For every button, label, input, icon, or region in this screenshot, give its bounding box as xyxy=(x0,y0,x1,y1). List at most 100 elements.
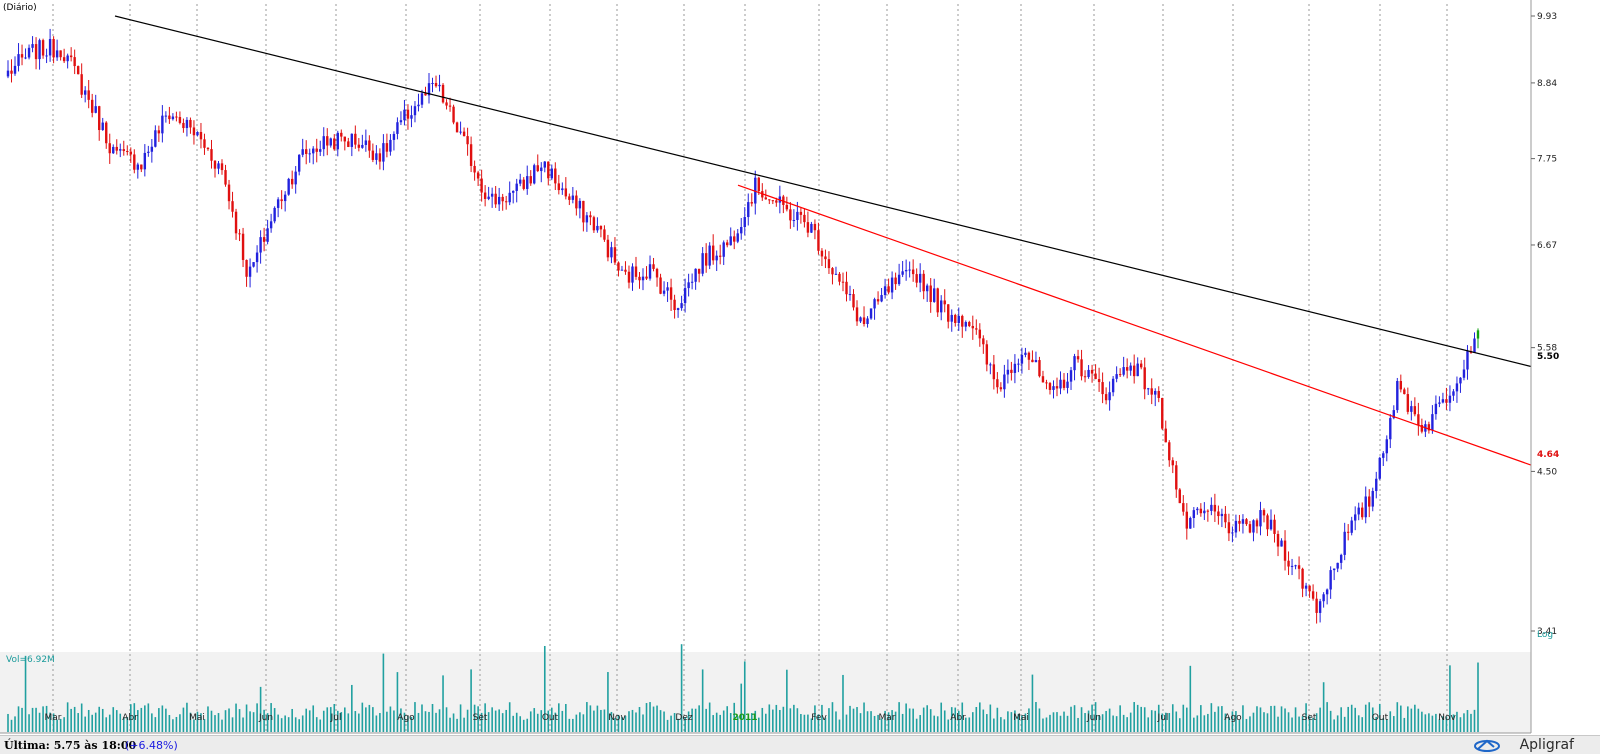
volume-bar xyxy=(1000,717,1002,732)
candle-body xyxy=(634,266,638,277)
volume-bar xyxy=(1203,715,1206,732)
candle-body xyxy=(547,161,550,179)
resistance-trendline-red xyxy=(737,184,1532,466)
candle-body xyxy=(122,149,125,152)
candle-body xyxy=(389,139,392,152)
candle-body xyxy=(255,252,259,263)
volume-bar xyxy=(512,715,515,732)
volume-bar xyxy=(789,708,792,732)
candle-body xyxy=(1318,601,1322,613)
volume-bar xyxy=(1136,704,1139,732)
candle-body xyxy=(550,168,553,179)
volume-bar xyxy=(463,717,465,732)
candle-body xyxy=(708,245,711,266)
volume-bar xyxy=(200,713,202,732)
volume-bar xyxy=(680,644,683,732)
candle-body xyxy=(312,148,315,154)
volume-bar xyxy=(1280,706,1283,732)
candle-body xyxy=(140,164,143,170)
apligraf-logo-icon xyxy=(1474,739,1500,752)
volume-bar xyxy=(1421,711,1423,732)
volume-bar xyxy=(1308,716,1311,732)
candle-body xyxy=(452,106,455,123)
volume-bar xyxy=(270,703,272,732)
candle-body xyxy=(115,146,118,151)
candle-body xyxy=(1199,508,1203,514)
volume-bar xyxy=(1038,708,1041,732)
x-tick-label: Mar xyxy=(879,713,896,723)
volume-bar xyxy=(1340,707,1342,732)
volume-bar xyxy=(1077,717,1079,732)
candle-body xyxy=(1339,554,1343,563)
candle-body xyxy=(357,144,361,148)
volume-bar xyxy=(1256,706,1258,732)
volume-bar xyxy=(158,708,160,732)
candle-body xyxy=(620,269,624,271)
volume-bar xyxy=(1400,705,1402,732)
volume-bar xyxy=(624,715,627,732)
candle-body xyxy=(922,273,925,292)
volume-bar xyxy=(1235,711,1237,732)
volume-bar xyxy=(1312,717,1314,732)
volume-bar xyxy=(347,713,350,732)
price-marker-label: 4.64 xyxy=(1537,450,1559,460)
volume-bar xyxy=(35,707,37,732)
resistance-trendline-black xyxy=(114,15,1532,368)
volume-bar xyxy=(575,714,578,732)
candle-body xyxy=(434,82,438,87)
volume-bar xyxy=(561,710,564,732)
candle-body xyxy=(996,379,999,388)
volume-bar xyxy=(42,706,44,732)
volume-bar xyxy=(673,713,676,732)
candle-body xyxy=(206,147,210,150)
candle-body xyxy=(252,262,255,267)
candle-body xyxy=(1192,510,1196,519)
candle-body xyxy=(596,225,599,231)
volume-bar xyxy=(1263,712,1265,732)
candle-body xyxy=(1234,520,1238,533)
volume-bar xyxy=(1315,713,1318,732)
candle-body xyxy=(45,55,48,57)
volume-bar xyxy=(666,719,669,732)
volume-bar xyxy=(49,712,51,732)
volume-bar xyxy=(144,705,146,732)
y-tick-label: 9.93 xyxy=(1537,12,1557,22)
volume-bar xyxy=(431,703,434,732)
volume-bar xyxy=(901,713,904,732)
candle-body xyxy=(799,211,803,215)
candle-body xyxy=(164,115,168,117)
candle-body xyxy=(1399,381,1403,390)
volume-bar xyxy=(635,712,637,732)
candle-body xyxy=(750,202,753,204)
candle-body xyxy=(136,164,140,170)
volume-bar xyxy=(782,706,785,732)
volume-bar xyxy=(950,707,953,732)
volume-bar xyxy=(705,708,707,732)
candle-body xyxy=(964,322,967,327)
volume-bar xyxy=(1431,715,1434,732)
candle-body xyxy=(950,314,953,322)
candle-body xyxy=(589,215,592,218)
volume-bar xyxy=(140,707,143,732)
candle-body xyxy=(20,54,24,58)
volume-bar xyxy=(835,711,837,732)
x-tick-label: Out xyxy=(1372,713,1389,723)
volume-bar xyxy=(814,705,816,732)
volume-bar xyxy=(529,711,532,732)
volume-bar xyxy=(628,711,630,732)
volume-bar xyxy=(508,702,511,732)
candle-body xyxy=(1304,585,1308,589)
candle-body xyxy=(1392,410,1395,419)
volume-bar xyxy=(1333,719,1335,732)
candle-body xyxy=(350,133,354,147)
candle-body xyxy=(1125,367,1129,371)
candle-body xyxy=(540,167,543,172)
volume-bar xyxy=(273,708,276,732)
volume-bar xyxy=(133,703,136,732)
candle-body xyxy=(1336,562,1339,569)
volume-bar xyxy=(1059,715,1062,732)
volume-bar xyxy=(231,717,234,732)
volume-bar xyxy=(66,702,69,732)
candle-body xyxy=(680,303,683,309)
volume-bar xyxy=(1305,703,1307,732)
